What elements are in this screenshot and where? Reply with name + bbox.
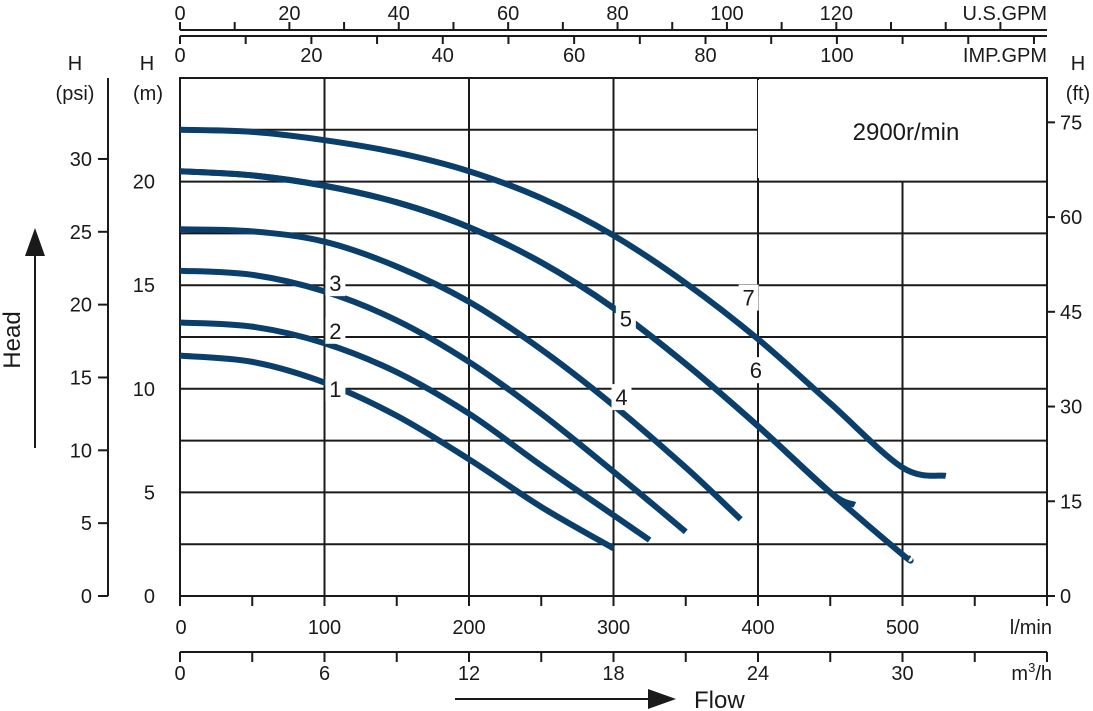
usgpm-tick-label: 120 bbox=[820, 3, 853, 25]
psi-tick-label: 10 bbox=[70, 440, 92, 462]
curve-label-7: 7 bbox=[743, 286, 755, 311]
lmin-tick-label: 300 bbox=[597, 617, 630, 639]
m-unit-bottom: (m) bbox=[133, 83, 163, 105]
flow-title: Flow bbox=[694, 687, 745, 711]
usgpm-tick-label: 0 bbox=[174, 3, 185, 25]
m3h-tick-label: 30 bbox=[891, 663, 913, 685]
curve-2 bbox=[179, 319, 652, 543]
psi-tick-label: 15 bbox=[70, 367, 92, 389]
m-tick-label: 5 bbox=[144, 482, 155, 504]
ft-unit-top: H bbox=[1071, 53, 1085, 75]
curve-label-bg-1 bbox=[325, 375, 346, 402]
impgpm-tick-label: 80 bbox=[694, 45, 716, 67]
psi-tick-label: 0 bbox=[81, 586, 92, 608]
m3h-tick-label: 6 bbox=[319, 663, 330, 685]
lmin-tick-label: 200 bbox=[452, 617, 485, 639]
lmin-axis: 0 100 200 300 400 500 bbox=[175, 596, 1048, 639]
m3h-tick-label: 12 bbox=[458, 663, 480, 685]
usgpm-tick-label: 100 bbox=[710, 3, 743, 25]
lmin-tick-label: 0 bbox=[175, 617, 186, 639]
psi-axis: 0 5 10 15 20 25 30 bbox=[70, 149, 108, 608]
impgpm-tick-label: 20 bbox=[300, 45, 322, 67]
impgpm-unit-label: IMP.GPM bbox=[963, 45, 1047, 67]
m-tick-label: 0 bbox=[144, 586, 155, 608]
m-axis: 0 5 10 15 20 bbox=[133, 172, 155, 608]
ft-axis: 0 15 30 45 60 75 bbox=[1047, 112, 1082, 608]
lmin-unit-label: l/min bbox=[1010, 617, 1052, 639]
speed-label: 2900r/min bbox=[853, 119, 960, 146]
curve-label-5: 5 bbox=[620, 306, 632, 331]
m3h-unit-suffix: /h bbox=[1035, 663, 1052, 685]
impgpm-tick-label: 60 bbox=[563, 45, 585, 67]
usgpm-axis: 0 20 40 60 80 100 120 bbox=[174, 3, 1002, 30]
curve-1 bbox=[179, 352, 615, 551]
ft-tick-label: 45 bbox=[1060, 302, 1082, 324]
head-title: Head bbox=[0, 311, 26, 368]
curve-7 bbox=[179, 126, 947, 479]
curve-label-bg-3 bbox=[325, 270, 346, 297]
psi-unit-top: H bbox=[68, 53, 82, 75]
curve-label-4: 4 bbox=[615, 385, 627, 410]
ft-tick-label: 30 bbox=[1060, 397, 1082, 419]
m-tick-label: 20 bbox=[133, 172, 155, 194]
curve-label-bg-2 bbox=[325, 317, 346, 344]
m3h-tick-label: 0 bbox=[174, 663, 185, 685]
lmin-tick-label: 500 bbox=[886, 617, 919, 639]
curve-label-3: 3 bbox=[329, 271, 341, 296]
lmin-tick-label: 400 bbox=[741, 617, 774, 639]
psi-tick-label: 20 bbox=[70, 295, 92, 317]
m3h-unit-label: m3/h bbox=[1011, 660, 1052, 685]
m3h-tick-label: 18 bbox=[602, 663, 624, 685]
ft-tick-label: 75 bbox=[1060, 112, 1082, 134]
psi-tick-label: 30 bbox=[70, 149, 92, 171]
ft-unit-bottom: (ft) bbox=[1066, 83, 1090, 105]
m-unit-top: H bbox=[140, 53, 154, 75]
lmin-tick-label: 100 bbox=[308, 617, 341, 639]
curve-label-bg-5 bbox=[615, 305, 636, 332]
curve-label-bg-7 bbox=[738, 284, 759, 311]
curve-3 bbox=[179, 267, 688, 535]
psi-unit-bottom: (psi) bbox=[56, 83, 95, 105]
speed-label-box bbox=[758, 80, 1045, 178]
psi-tick-label: 5 bbox=[81, 513, 92, 535]
impgpm-tick-label: 40 bbox=[432, 45, 454, 67]
usgpm-tick-label: 40 bbox=[388, 3, 410, 25]
m3h-tick-label: 24 bbox=[747, 663, 769, 685]
curve-labels: 1 2 3 4 5 6 7 bbox=[325, 270, 766, 411]
m3h-unit-sup: 3 bbox=[1028, 660, 1035, 675]
usgpm-tick-label: 60 bbox=[497, 3, 519, 25]
ft-tick-label: 60 bbox=[1060, 207, 1082, 229]
curve-label-6: 6 bbox=[750, 358, 762, 383]
m-tick-label: 10 bbox=[133, 379, 155, 401]
impgpm-tick-label: 0 bbox=[174, 45, 185, 67]
impgpm-tick-label: 100 bbox=[820, 45, 853, 67]
ft-tick-label: 15 bbox=[1060, 491, 1082, 513]
usgpm-tick-label: 80 bbox=[606, 3, 628, 25]
psi-tick-label: 25 bbox=[70, 222, 92, 244]
curve-label-bg-4 bbox=[611, 384, 632, 411]
curve-label-2: 2 bbox=[329, 319, 341, 344]
curves bbox=[179, 126, 947, 564]
m3h-axis: 0 6 12 18 24 30 bbox=[174, 652, 1048, 685]
curve-label-bg-6 bbox=[745, 357, 766, 384]
ft-tick-label: 0 bbox=[1060, 586, 1071, 608]
impgpm-axis: 0 20 40 60 80 100 bbox=[174, 36, 1035, 67]
curve-6 bbox=[179, 168, 914, 564]
usgpm-tick-label: 20 bbox=[278, 3, 300, 25]
m-tick-label: 15 bbox=[133, 275, 155, 297]
curve-label-1: 1 bbox=[329, 377, 341, 402]
usgpm-unit-label: U.S.GPM bbox=[963, 3, 1047, 25]
m3h-unit-base: m bbox=[1011, 663, 1028, 685]
curve-4 bbox=[179, 226, 743, 522]
